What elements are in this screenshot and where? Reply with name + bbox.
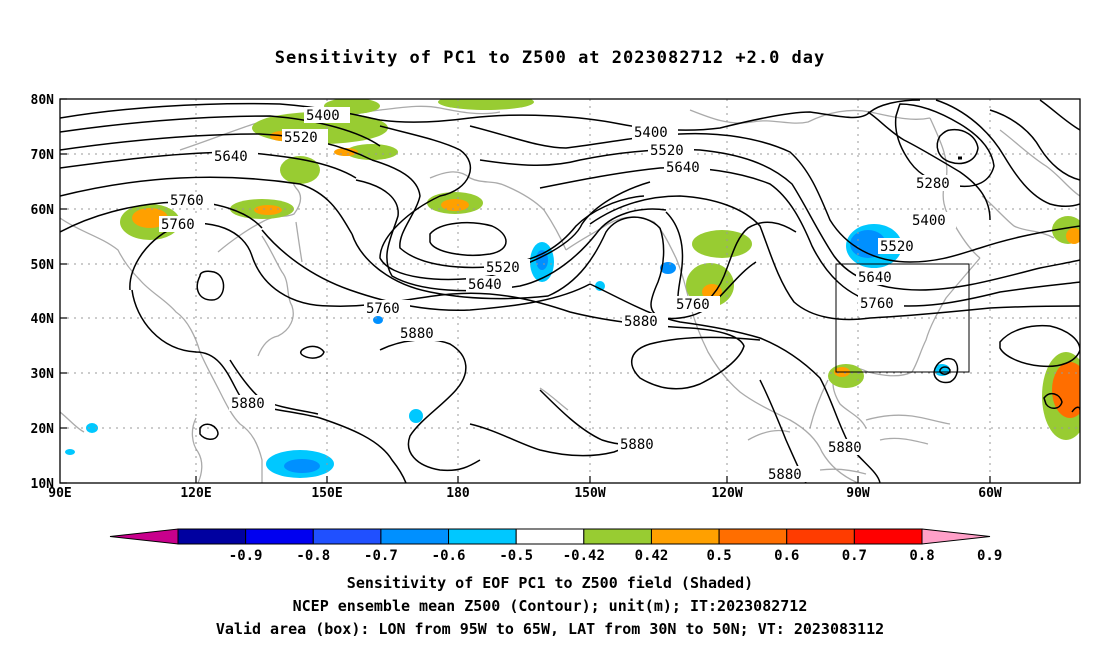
shade-positive <box>438 99 534 110</box>
colorbar-tick-label: 0.6 <box>774 548 799 564</box>
colorbar-segment <box>583 528 652 545</box>
map-title: Sensitivity of PC1 to Z500 at 2023082712… <box>274 48 826 68</box>
tick-marks <box>60 98 991 484</box>
shade-positive <box>441 199 469 211</box>
contour-label: 5640 <box>468 277 502 293</box>
lat-label: 80N <box>31 93 55 108</box>
contour-label: 5400 <box>912 213 946 229</box>
contour-label: 5520 <box>486 260 520 276</box>
contour-label: 5760 <box>676 297 710 313</box>
colorbar-segment <box>312 528 382 545</box>
contour-label: 5760 <box>366 301 400 317</box>
contour-label: 5880 <box>231 396 265 412</box>
colorbar-segment <box>786 528 855 545</box>
valid-area-box <box>835 263 970 373</box>
shade-negative <box>595 281 605 291</box>
shade-negative <box>409 409 423 423</box>
lat-label: 70N <box>31 148 55 163</box>
contour-label: 5760 <box>860 296 894 312</box>
colorbar-tick-label: 0.8 <box>909 548 934 564</box>
plot-frame <box>59 98 1081 484</box>
colorbar-tick-label: -0.6 <box>432 548 466 564</box>
contour-label: 5280 <box>916 176 950 192</box>
colorbar-segment <box>853 528 923 545</box>
shade-negative <box>373 316 383 324</box>
contour-label: 5520 <box>880 239 914 255</box>
caption-line-2: NCEP ensemble mean Z500 (Contour); unit(… <box>292 597 808 615</box>
contour-label: 5880 <box>828 440 862 456</box>
colorbar-tick-label: -0.9 <box>229 548 263 564</box>
lat-labels: 80N 70N 60N 50N 40N 30N 20N 10N <box>31 93 55 492</box>
lon-label: 150W <box>574 486 605 501</box>
shade-positive <box>280 156 320 184</box>
contour-label: 5880 <box>400 326 434 342</box>
colorbar-tick-label: -0.42 <box>563 548 605 564</box>
lat-label: 40N <box>31 312 55 327</box>
lon-label: 180 <box>446 486 470 501</box>
shade-positive <box>1066 228 1080 244</box>
contour-label: 5400 <box>306 108 340 124</box>
shade-negative <box>284 459 320 473</box>
shade-negative <box>65 449 75 455</box>
shade-positive <box>692 230 752 258</box>
shade-positive <box>346 144 398 160</box>
contour-label: 5520 <box>650 143 684 159</box>
colorbar-tick-label: 0.7 <box>842 548 867 564</box>
colorbar-tick-label: 0.42 <box>635 548 669 564</box>
shade-negative <box>660 262 676 274</box>
lon-label: 90E <box>48 486 71 501</box>
colorbar-segment <box>109 528 179 545</box>
contour-label: 5880 <box>624 314 658 330</box>
colorbar-tick-label: 0.5 <box>706 548 731 564</box>
lon-label: 120E <box>180 486 211 501</box>
colorbar-segment <box>650 528 720 545</box>
contour-label: 5640 <box>214 149 248 165</box>
lat-label: 10N <box>31 477 55 492</box>
caption-line-3: Valid area (box): LON from 95W to 65W, L… <box>215 620 885 638</box>
lon-label: 60W <box>978 486 1002 501</box>
contour-label: 5760 <box>161 217 195 233</box>
lat-label: 60N <box>31 203 55 218</box>
lon-label: 120W <box>711 486 742 501</box>
colorbar-segment <box>718 528 788 545</box>
contour-label: 5400 <box>634 125 668 141</box>
colorbar-segment <box>448 528 517 545</box>
contour-labels: 5400 5520 5640 5760 5760 5400 5520 5640 … <box>159 107 960 483</box>
colorbar-segment <box>380 528 450 545</box>
colorbar: -0.9 -0.8 -0.7 -0.6 -0.5 -0.42 0.42 0.5 0.6 0.7 0.… <box>109 528 1002 564</box>
lon-label: 90W <box>846 486 870 501</box>
lat-label: 20N <box>31 422 55 437</box>
colorbar-tick-label: 0.9 <box>977 548 1002 564</box>
colorbar-segment <box>515 528 585 545</box>
lon-label: 150E <box>311 486 342 501</box>
shade-positive <box>254 205 282 215</box>
colorbar-tick-label: -0.7 <box>364 548 398 564</box>
lon-labels: 90E 120E 150E 180 150W 120W 90W 60W <box>48 486 1002 501</box>
contour-label: 5640 <box>858 270 892 286</box>
contour-label: 5760 <box>170 193 204 209</box>
colorbar-segment <box>245 528 314 545</box>
contour-label: 5880 <box>620 437 654 453</box>
contour-label: 5880 <box>768 467 802 483</box>
lat-label: 50N <box>31 258 55 273</box>
shade-positive <box>1052 362 1080 418</box>
colorbar-segment <box>921 528 991 545</box>
shade-negative <box>86 423 98 433</box>
contour-label: 5640 <box>666 160 700 176</box>
colorbar-segment <box>177 528 247 545</box>
lat-label: 30N <box>31 367 55 382</box>
shade-negative <box>850 230 886 258</box>
colorbar-tick-label: -0.8 <box>296 548 330 564</box>
colorbar-tick-label: -0.5 <box>499 548 533 564</box>
contour-label: 5520 <box>284 130 318 146</box>
shade-negative <box>536 250 548 270</box>
caption-line-1: Sensitivity of EOF PC1 to Z500 field (Sh… <box>346 574 754 592</box>
